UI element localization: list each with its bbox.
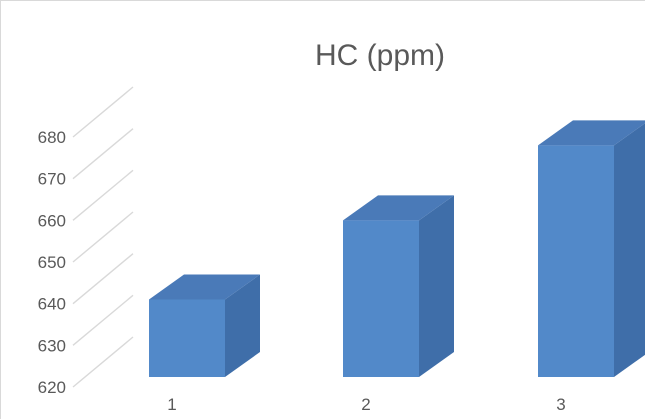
gridline	[72, 336, 134, 388]
y-axis-tick-label: 650	[38, 253, 66, 272]
bar-front	[538, 145, 614, 377]
bar-top	[343, 195, 454, 221]
y-axis-tick-label: 670	[38, 170, 66, 189]
y-axis-tick-labels: 620 630 640 650 660 670 680	[38, 128, 66, 397]
bar-side	[225, 274, 260, 377]
x-axis-tick-label: 2	[361, 395, 370, 414]
gridline	[72, 211, 134, 263]
bar-front	[343, 220, 419, 377]
bar-top	[149, 274, 260, 300]
y-axis-tick-label: 620	[38, 378, 66, 397]
y-axis-tick-label: 660	[38, 211, 66, 230]
x-axis-tick-label: 3	[556, 395, 565, 414]
gridline	[72, 294, 134, 346]
chart-title: HC (ppm)	[315, 39, 445, 72]
gridline	[72, 128, 134, 180]
y-axis-tick-label: 630	[38, 336, 66, 355]
bar-side	[614, 123, 645, 377]
gridline	[72, 253, 134, 305]
bar-top	[538, 120, 645, 146]
y-axis-tick-label: 640	[38, 295, 66, 314]
gridlines	[72, 86, 134, 388]
gridline	[72, 169, 134, 221]
bar-side	[419, 195, 454, 377]
x-axis-tick-label: 1	[167, 395, 176, 414]
gridline	[72, 86, 134, 138]
x-axis-tick-labels: 1 2 3	[167, 395, 565, 414]
y-axis-tick-label: 680	[38, 128, 66, 147]
bar-front	[149, 299, 225, 377]
bars	[149, 120, 645, 377]
